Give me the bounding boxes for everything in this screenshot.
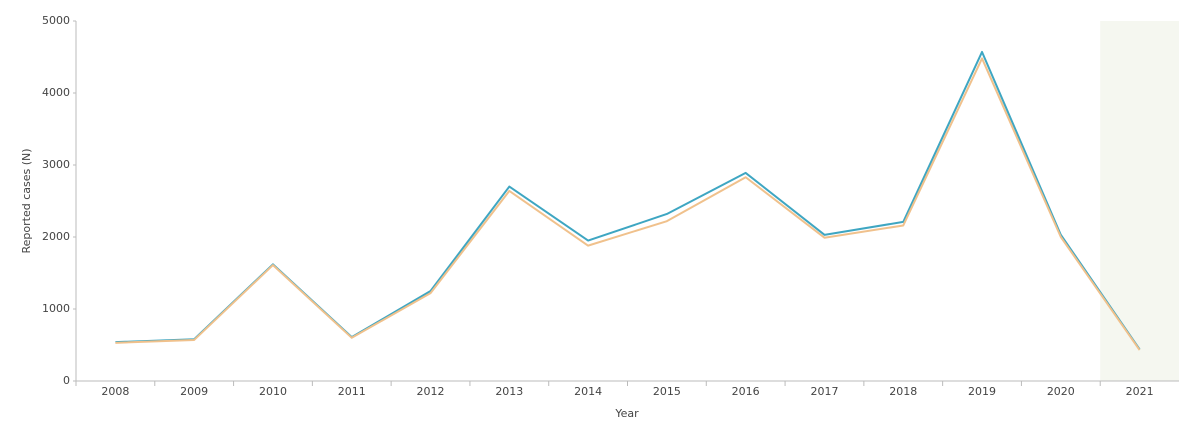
- x-tick-label: 2017: [810, 385, 838, 398]
- x-tick-label: 2019: [968, 385, 996, 398]
- x-tick-label: 2016: [732, 385, 760, 398]
- x-tick-label: 2018: [889, 385, 917, 398]
- y-tick-label: 5000: [42, 14, 70, 27]
- y-tick-label: 1000: [42, 302, 70, 315]
- x-tick-label: 2020: [1047, 385, 1075, 398]
- x-tick-label: 2010: [259, 385, 287, 398]
- series-line: [115, 57, 1141, 351]
- y-tick-label: 3000: [42, 158, 70, 171]
- x-tick-label: 2011: [338, 385, 366, 398]
- x-tick-label: 2021: [1126, 385, 1154, 398]
- x-axis-label: Year: [614, 407, 639, 420]
- highlight-band: [1100, 21, 1179, 381]
- x-tick-label: 2014: [574, 385, 602, 398]
- x-tick-label: 2009: [180, 385, 208, 398]
- x-tick-label: 2012: [417, 385, 445, 398]
- y-tick-label: 0: [63, 374, 70, 387]
- x-tick-label: 2015: [653, 385, 681, 398]
- series-line: [115, 50, 1141, 350]
- x-tick-label: 2008: [101, 385, 129, 398]
- y-tick-label: 2000: [42, 230, 70, 243]
- y-axis-label: Reported cases (N): [20, 148, 33, 253]
- x-tick-label: 2013: [495, 385, 523, 398]
- y-tick-label: 4000: [42, 86, 70, 99]
